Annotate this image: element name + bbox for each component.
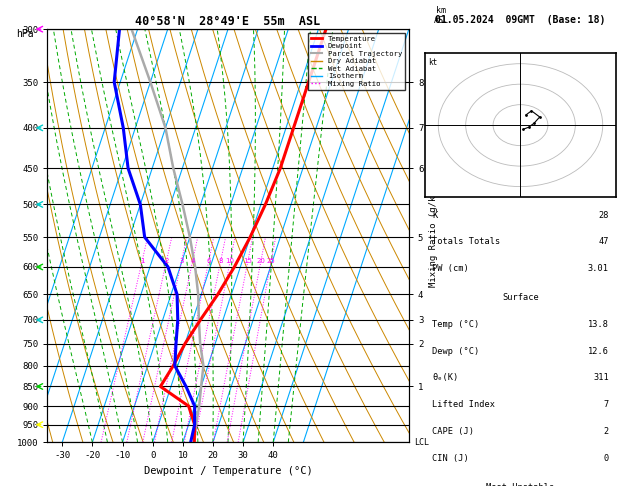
Text: 3.01: 3.01 [587,264,609,273]
Text: 2: 2 [603,427,609,436]
Text: 28: 28 [598,210,609,220]
Text: 10: 10 [226,258,235,264]
Text: 7: 7 [603,400,609,409]
Text: Lifted Index: Lifted Index [432,400,495,409]
Text: 20: 20 [257,258,265,264]
Text: 15: 15 [243,258,252,264]
Text: CIN (J): CIN (J) [432,453,469,463]
Text: Most Unstable: Most Unstable [486,483,555,486]
Text: θₑ(K): θₑ(K) [432,373,459,382]
Text: 4: 4 [191,258,195,264]
Text: K: K [432,210,438,220]
Text: 2: 2 [164,258,169,264]
Legend: Temperature, Dewpoint, Parcel Trajectory, Dry Adiabat, Wet Adiabat, Isotherm, Mi: Temperature, Dewpoint, Parcel Trajectory… [308,33,405,89]
Text: LCL: LCL [415,438,430,447]
Text: Surface: Surface [502,293,539,302]
Text: 3: 3 [179,258,184,264]
Text: 25: 25 [267,258,276,264]
Text: Temp (°C): Temp (°C) [432,320,479,329]
Text: 6: 6 [206,258,211,264]
Text: 47: 47 [598,237,609,246]
Text: km
ASL: km ASL [434,6,449,25]
Text: 12.6: 12.6 [587,347,609,356]
Y-axis label: Mixing Ratio (g/kg): Mixing Ratio (g/kg) [429,185,438,287]
Text: 01.05.2024  09GMT  (Base: 18): 01.05.2024 09GMT (Base: 18) [435,15,606,25]
Text: Dewp (°C): Dewp (°C) [432,347,479,356]
Text: PW (cm): PW (cm) [432,264,469,273]
X-axis label: Dewpoint / Temperature (°C): Dewpoint / Temperature (°C) [143,466,313,476]
Text: 13.8: 13.8 [587,320,609,329]
Title: 40°58'N  28°49'E  55m  ASL: 40°58'N 28°49'E 55m ASL [135,15,321,28]
Text: 0: 0 [603,453,609,463]
Text: CAPE (J): CAPE (J) [432,427,474,436]
Text: hPa: hPa [16,29,34,39]
Text: Totals Totals: Totals Totals [432,237,501,246]
Text: 311: 311 [593,373,609,382]
Text: 1: 1 [140,258,144,264]
Text: kt: kt [428,58,438,67]
Text: 8: 8 [218,258,223,264]
